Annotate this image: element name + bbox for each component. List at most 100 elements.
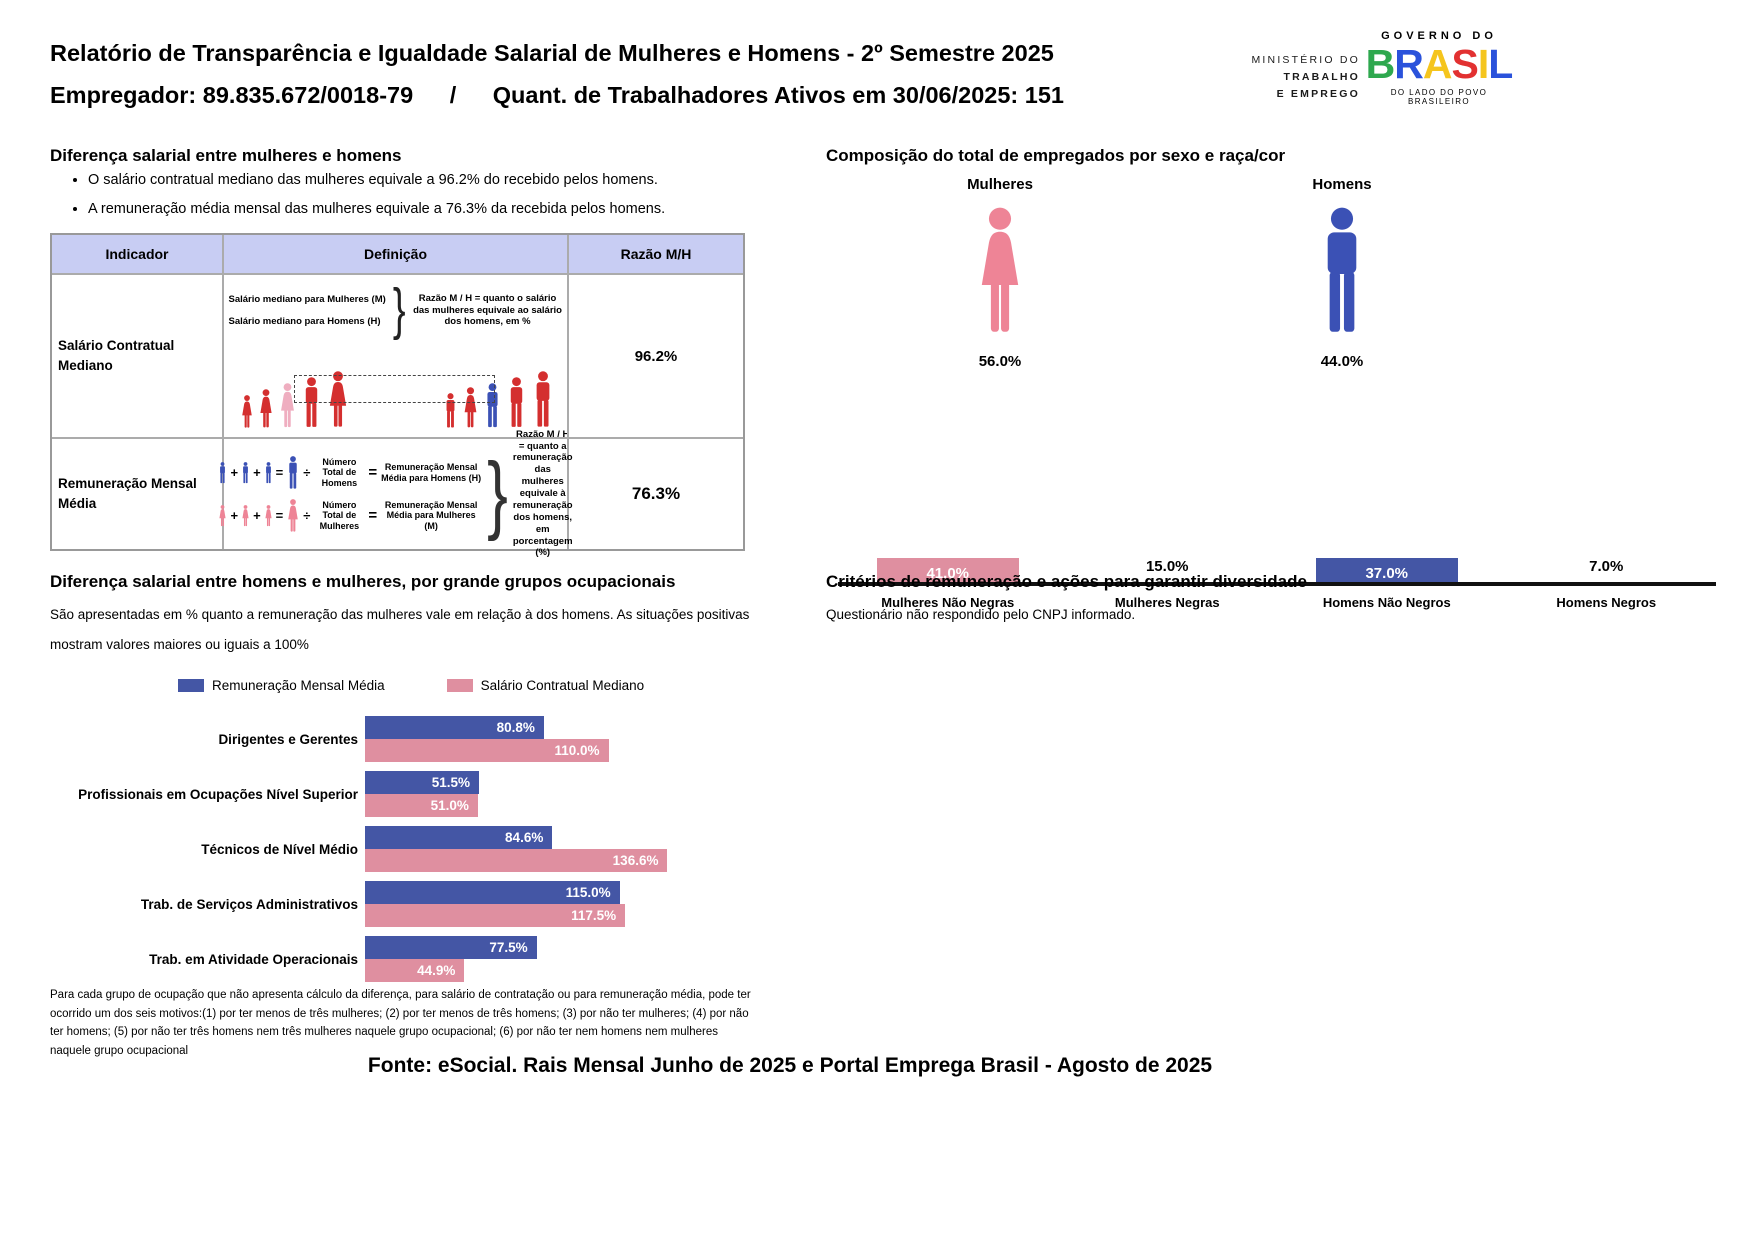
women-label: Mulheres xyxy=(967,176,1033,193)
plus-sign: + xyxy=(230,465,239,480)
occupation-row-atividade-operacionais: Trab. em Atividade Operacionais 77.5% 44… xyxy=(50,936,682,982)
page-subtitle: Empregador: 89.835.672/0018-79 / Quant. … xyxy=(50,82,1064,109)
bar-value-label: 44.9% xyxy=(417,963,456,978)
bar-media: 84.6% xyxy=(365,826,553,849)
brasil-letter: L xyxy=(1488,41,1513,87)
legend-label: Salário Contratual Mediano xyxy=(480,678,645,693)
occupation-chart-footnote: Para cada grupo de ocupação que não apre… xyxy=(50,989,751,1057)
bar-value-label: 80.8% xyxy=(496,720,535,735)
category-label: Mulheres Negras xyxy=(1114,595,1220,610)
salary-diff-section-title: Diferença salarial entre mulheres e home… xyxy=(50,146,402,165)
man-icon xyxy=(218,462,227,484)
man-icon xyxy=(286,456,300,490)
occupation-row-tecnicos: Técnicos de Nível Médio 84.6% 136.6% xyxy=(50,826,682,872)
bar-value-label: 77.5% xyxy=(489,940,528,955)
category-label: Homens Não Negros xyxy=(1322,595,1451,610)
salary-diff-bullets: O salário contratual mediano das mulhere… xyxy=(66,172,768,230)
plus-sign: + xyxy=(253,508,261,523)
row2-definition: + + = ÷ Número Total de Homens = Remuner… xyxy=(224,429,573,558)
occupation-row-dirigentes: Dirigentes e Gerentes 80.8% 110.0% xyxy=(50,716,682,762)
race-composition-chart: 41.0% 15.0% 37.0% 7.0% Mulheres Não Negr… xyxy=(838,432,1716,610)
category-label: Homens Negros xyxy=(1556,595,1657,610)
median-men-label: Salário mediano para Homens (H) xyxy=(228,316,381,327)
bar-group-homens-nao-negros: 37.0% xyxy=(1277,558,1497,582)
woman-icon xyxy=(218,505,227,527)
ministry-line3: E EMPREGO xyxy=(1276,88,1360,100)
bar-value-label: 84.6% xyxy=(505,830,544,845)
bar-group-mulheres-nao-negras: 41.0% xyxy=(838,558,1058,582)
bar-value-label: 136.6% xyxy=(612,853,659,868)
occupation-bar-chart: Dirigentes e Gerentes 80.8% 110.0% Profi… xyxy=(50,716,682,991)
gov-logo-slogan: DO LADO DO POVO BRASILEIRO xyxy=(1390,88,1488,106)
bar-group-homens-negros: 7.0% xyxy=(1497,558,1717,582)
equals-sign: = xyxy=(275,508,284,523)
brasil-letter: R xyxy=(1394,41,1424,87)
men-divisor-label: Número Total de Homens xyxy=(321,456,358,488)
row2-indicator: Remuneração Mensal Média xyxy=(52,439,224,549)
median-dashed-box xyxy=(294,375,495,403)
man-icon xyxy=(506,377,527,429)
bar-value-label: 51.0% xyxy=(430,798,469,813)
women-result-label: Remuneração Mensal Média para Mulheres (… xyxy=(384,499,478,531)
page-title: Relatório de Transparência e Igualdade S… xyxy=(50,40,1054,66)
bar-media: 80.8% xyxy=(365,716,544,739)
bar-media: 115.0% xyxy=(365,881,620,904)
bar-value-label: 37.0% xyxy=(1365,565,1409,582)
bar-mediano: 51.0% xyxy=(365,794,478,817)
occupation-chart-subtitle-line1: São apresentadas em % quanto a remuneraç… xyxy=(50,607,750,622)
legend-label: Remuneração Mensal Média xyxy=(212,678,385,693)
bar-value-label: 110.0% xyxy=(554,743,600,758)
occupation-chart-subtitle-line2: mostram valores maiores ou iguais a 100% xyxy=(50,637,309,652)
bar-value-label: 41.0% xyxy=(926,565,970,582)
gov-brasil-logo: GOVERNO DO BRASIL DO LADO DO POVO BRASIL… xyxy=(1360,30,1518,106)
bullet-median-salary: O salário contratual mediano das mulhere… xyxy=(88,172,768,188)
equals-sign: = xyxy=(368,507,378,524)
race-chart-plot: 41.0% 15.0% 37.0% 7.0% xyxy=(838,432,1716,586)
bar-value-label: 117.5% xyxy=(571,908,617,923)
composition-section-title: Composição do total de empregados por se… xyxy=(826,146,1286,165)
woman-icon xyxy=(258,389,274,429)
bar-value-label: 15.0% xyxy=(1145,558,1189,575)
man-icon xyxy=(241,462,250,484)
brace-glyph: } xyxy=(487,445,508,543)
population-pictogram xyxy=(240,371,555,429)
men-label: Homens xyxy=(1312,176,1372,193)
bar-value-label: 7.0% xyxy=(1589,558,1624,575)
subtitle-separator: / xyxy=(449,82,457,108)
occupation-row-servicos-administrativos: Trab. de Serviços Administrativos 115.0%… xyxy=(50,881,682,927)
gov-logo-top-text: GOVERNO DO xyxy=(1381,30,1497,42)
bar-mediano: 136.6% xyxy=(365,849,668,872)
col-header-indicador: Indicador xyxy=(52,235,224,275)
legend-item-media: Remuneração Mensal Média xyxy=(178,678,385,693)
man-icon xyxy=(531,371,555,429)
bar-homens-nao-negros: 37.0% xyxy=(1315,558,1458,582)
woman-icon xyxy=(241,505,250,527)
bar-media: 77.5% xyxy=(365,936,537,959)
category-label: Mulheres Não Negras xyxy=(881,595,1015,610)
women-average-formula: + + = ÷ Número Total de Mulheres = Remun… xyxy=(218,499,482,533)
brasil-letter: A xyxy=(1422,41,1453,87)
brasil-letter: B xyxy=(1365,41,1396,87)
women-composition: Mulheres 56.0% xyxy=(910,176,1090,370)
women-percentage: 56.0% xyxy=(978,353,1022,370)
row1-ratio-value: 96.2% xyxy=(569,275,743,439)
men-percentage: 44.0% xyxy=(1320,353,1364,370)
occupation-chart-legend: Remuneração Mensal Média Salário Contrat… xyxy=(178,678,644,693)
occupation-chart-title: Diferença salarial entre homens e mulher… xyxy=(50,572,676,591)
divide-sign: ÷ xyxy=(303,465,311,480)
legend-item-mediano: Salário Contratual Mediano xyxy=(446,678,645,693)
row1-indicator: Salário Contratual Mediano xyxy=(52,275,224,439)
women-divisor-label: Número Total de Mulheres xyxy=(319,499,360,531)
woman-icon xyxy=(973,207,1027,337)
active-workers-count: Quant. de Trabalhadores Ativos em 30/06/… xyxy=(492,82,1064,108)
plus-sign: + xyxy=(230,508,239,523)
indicator-table: Indicador Definição Razão M/H Salário Co… xyxy=(50,233,745,558)
legend-swatch-blue xyxy=(178,679,204,692)
bar-media: 51.5% xyxy=(365,771,480,794)
race-chart-category-labels: Mulheres Não Negras Mulheres Negras Home… xyxy=(838,595,1716,610)
employer-id: Empregador: 89.835.672/0018-79 xyxy=(50,82,414,108)
woman-icon xyxy=(286,499,300,533)
bar-mediano: 117.5% xyxy=(365,904,626,927)
bar-mediano: 44.9% xyxy=(365,959,465,982)
